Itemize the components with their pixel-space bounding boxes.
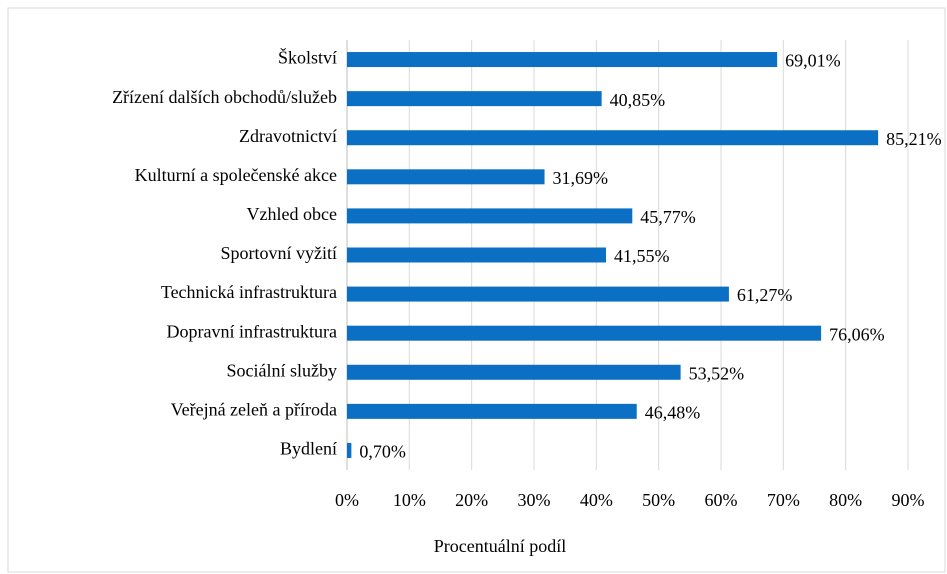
bar [347,169,545,185]
x-tick-label: 0% [335,490,359,510]
x-tick-label: 50% [642,490,675,510]
y-tick-label: Veřejná zeleň a příroda [171,399,337,419]
x-tick-label: 90% [892,490,925,510]
bar [347,130,879,146]
x-tick-label: 10% [393,490,426,510]
y-tick-label: Zřízení dalších obchodů/služeb [112,87,337,107]
y-tick-label: Bydlení [280,439,337,459]
data-label: 61,27% [737,285,793,305]
x-tick-label: 60% [705,490,738,510]
bar [347,325,822,341]
data-label: 31,69% [553,168,609,188]
data-label: 69,01% [785,51,841,71]
data-label: 85,21% [886,129,942,149]
data-label: 76,06% [829,324,885,344]
y-tick-label: Vzhled obce [247,204,337,224]
x-tick-label: 70% [767,490,800,510]
y-tick-label: Sportovní vyžití [221,243,338,263]
y-tick-label: Zdravotnictví [239,126,337,146]
y-tick-label: Technická infrastruktura [161,282,337,302]
data-label: 40,85% [610,90,666,110]
data-label: 0,70% [359,442,406,462]
bar [347,364,681,380]
y-tick-label: Školství [278,47,337,68]
x-axis-label: Procentuální podíl [434,536,566,556]
x-tick-label: 20% [455,490,488,510]
bar [347,52,778,68]
data-label: 53,52% [689,363,745,383]
x-tick-label: 40% [580,490,613,510]
data-label: 41,55% [614,246,670,266]
bar [347,208,633,224]
x-tick-label: 80% [829,490,862,510]
bar [347,91,602,107]
data-label: 46,48% [645,402,701,422]
y-tick-label: Sociální služby [227,360,338,380]
bar [347,247,606,263]
bar [347,403,637,419]
x-tick-label: 30% [518,490,551,510]
bar [347,286,729,302]
y-tick-label: Kulturní a společenské akce [135,165,337,185]
y-tick-label: Dopravní infrastruktura [167,321,337,341]
bar [347,442,352,458]
data-label: 45,77% [640,207,696,227]
